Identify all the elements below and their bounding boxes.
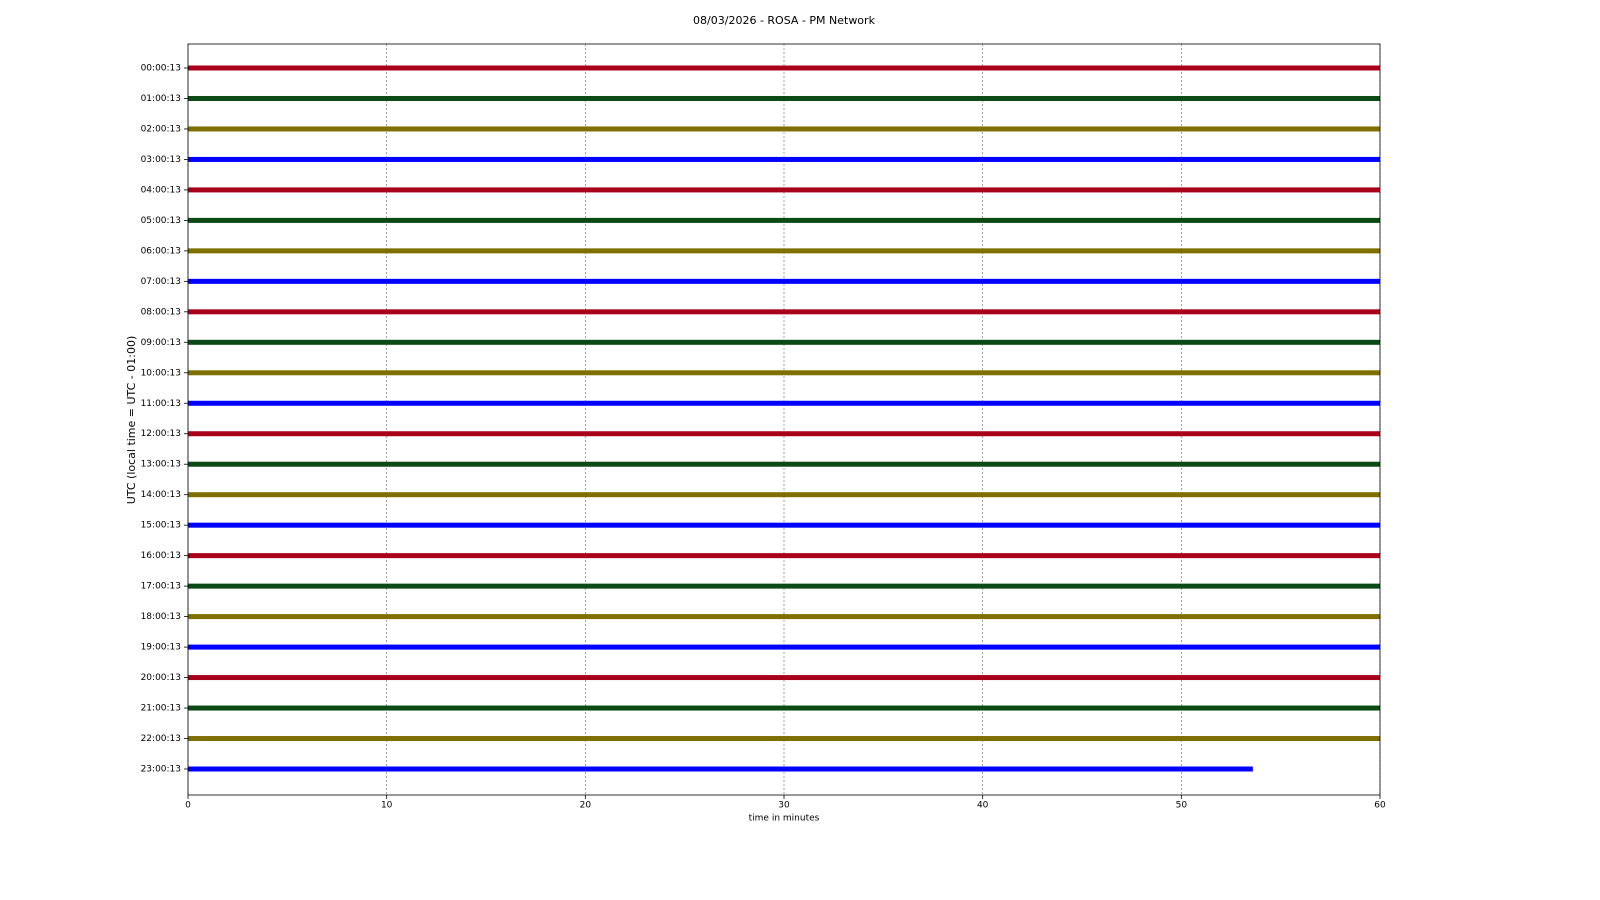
x-tick-label: 30 <box>778 801 790 811</box>
x-axis-label: time in minutes <box>749 814 820 824</box>
y-tick-label: 01:00:13 <box>141 94 181 104</box>
x-tick-label: 20 <box>580 801 592 811</box>
trace <box>188 492 1380 498</box>
y-tick-label: 21:00:13 <box>141 704 181 714</box>
trace <box>188 126 1380 132</box>
y-tick-label: 15:00:13 <box>141 521 181 531</box>
x-tick-label: 50 <box>1176 801 1188 811</box>
trace <box>188 187 1380 193</box>
trace <box>188 736 1380 742</box>
trace <box>188 705 1380 711</box>
trace <box>188 400 1380 406</box>
chart-title: 08/03/2026 - ROSA - PM Network <box>693 14 876 27</box>
trace <box>188 309 1380 315</box>
y-tick-label: 23:00:13 <box>141 765 181 775</box>
y-tick-label: 13:00:13 <box>141 460 181 470</box>
y-tick-label: 18:00:13 <box>141 612 181 622</box>
x-tick-label: 10 <box>381 801 393 811</box>
y-tick-label: 02:00:13 <box>141 124 181 134</box>
y-tick-label: 16:00:13 <box>141 551 181 561</box>
y-tick-label: 08:00:13 <box>141 307 181 317</box>
trace <box>188 614 1380 620</box>
y-tick-label: 17:00:13 <box>141 582 181 592</box>
trace <box>188 675 1380 681</box>
trace <box>188 95 1380 101</box>
y-tick-label: 07:00:13 <box>141 277 181 287</box>
trace <box>188 583 1380 589</box>
trace <box>188 339 1380 345</box>
x-tick-label: 0 <box>185 801 191 811</box>
y-tick-label: 20:00:13 <box>141 673 181 683</box>
trace <box>188 553 1380 559</box>
trace <box>188 156 1380 162</box>
y-tick-label: 19:00:13 <box>141 643 181 653</box>
trace <box>188 278 1380 284</box>
y-tick-label: 12:00:13 <box>141 429 181 439</box>
trace <box>188 644 1380 650</box>
trace <box>188 766 1253 772</box>
y-tick-label: 09:00:13 <box>141 338 181 348</box>
x-tick-label: 40 <box>977 801 989 811</box>
trace <box>188 217 1380 223</box>
trace <box>188 248 1380 254</box>
y-tick-label: 04:00:13 <box>141 185 181 195</box>
y-tick-label: 03:00:13 <box>141 155 181 165</box>
trace <box>188 370 1380 376</box>
y-tick-label: 14:00:13 <box>141 490 181 500</box>
y-tick-label: 22:00:13 <box>141 734 181 744</box>
y-tick-label: 10:00:13 <box>141 368 181 378</box>
y-tick-label: 06:00:13 <box>141 246 181 256</box>
y-tick-label: 00:00:13 <box>141 64 181 74</box>
trace <box>188 522 1380 528</box>
y-axis-label: UTC (local time = UTC - 01:00) <box>125 336 138 505</box>
plot-frame <box>187 43 1381 796</box>
y-tick-label: 05:00:13 <box>141 216 181 226</box>
trace <box>188 431 1380 437</box>
trace <box>188 461 1380 467</box>
x-tick-label: 60 <box>1374 801 1386 811</box>
y-tick-label: 11:00:13 <box>141 399 181 409</box>
trace <box>188 65 1380 71</box>
